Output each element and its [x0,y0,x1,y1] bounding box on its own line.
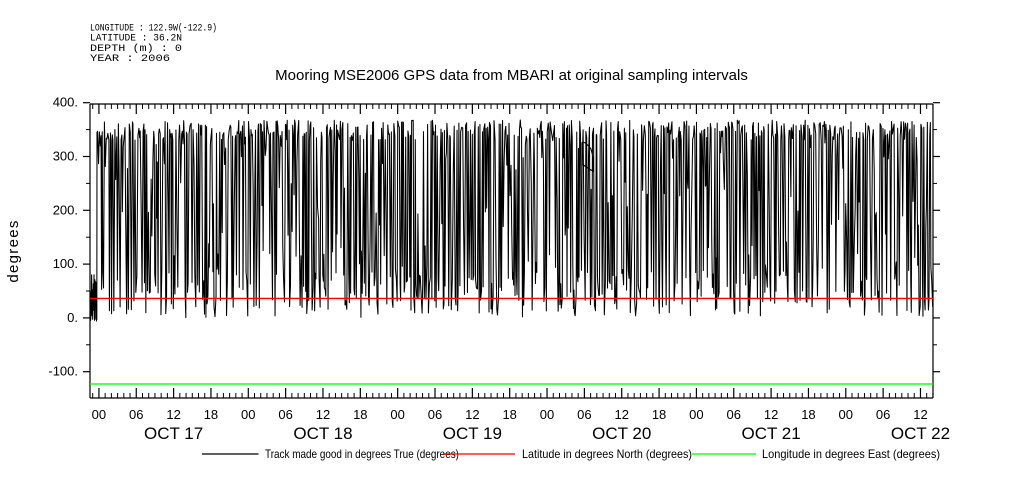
svg-text:YEAR : 2006: YEAR : 2006 [90,53,170,65]
svg-text:12: 12 [316,407,330,422]
svg-text:12: 12 [614,407,628,422]
svg-text:300.: 300. [53,149,78,164]
svg-text:18: 18 [502,407,516,422]
svg-text:0.: 0. [67,310,78,325]
svg-text:00: 00 [540,407,554,422]
svg-text:OCT 20: OCT 20 [592,424,651,443]
svg-text:100.: 100. [53,256,78,271]
svg-text:degrees: degrees [5,219,22,282]
svg-text:00: 00 [241,407,255,422]
svg-text:12: 12 [764,407,778,422]
svg-text:06: 06 [278,407,292,422]
svg-text:00: 00 [839,407,853,422]
svg-text:12: 12 [913,407,927,422]
svg-text:18: 18 [801,407,815,422]
svg-text:Mooring MSE2006 GPS data from: Mooring MSE2006 GPS data from MBARI at o… [275,67,748,84]
svg-text:OCT 17: OCT 17 [144,424,203,443]
svg-text:06: 06 [129,407,143,422]
svg-text:18: 18 [353,407,367,422]
svg-text:00: 00 [689,407,703,422]
svg-text:-100.: -100. [48,364,78,379]
svg-text:Latitude in degrees North (deg: Latitude in degrees North (degrees) [522,447,692,461]
svg-text:Track made good in degrees Tru: Track made good in degrees True (degrees… [265,447,459,461]
svg-text:06: 06 [727,407,741,422]
svg-text:Longitude in degrees East (deg: Longitude in degrees East (degrees) [762,447,940,461]
svg-text:06: 06 [428,407,442,422]
svg-text:12: 12 [465,407,479,422]
svg-text:OCT 21: OCT 21 [741,424,800,443]
svg-text:OCT 19: OCT 19 [443,424,502,443]
svg-text:200.: 200. [53,202,78,217]
svg-text:OCT 22: OCT 22 [891,424,950,443]
svg-text:OCT 18: OCT 18 [293,424,352,443]
svg-text:06: 06 [577,407,591,422]
svg-text:18: 18 [652,407,666,422]
svg-text:18: 18 [204,407,218,422]
svg-text:06: 06 [876,407,890,422]
svg-text:00: 00 [92,407,106,422]
svg-text:400.: 400. [53,95,78,110]
svg-text:12: 12 [166,407,180,422]
svg-text:00: 00 [390,407,404,422]
